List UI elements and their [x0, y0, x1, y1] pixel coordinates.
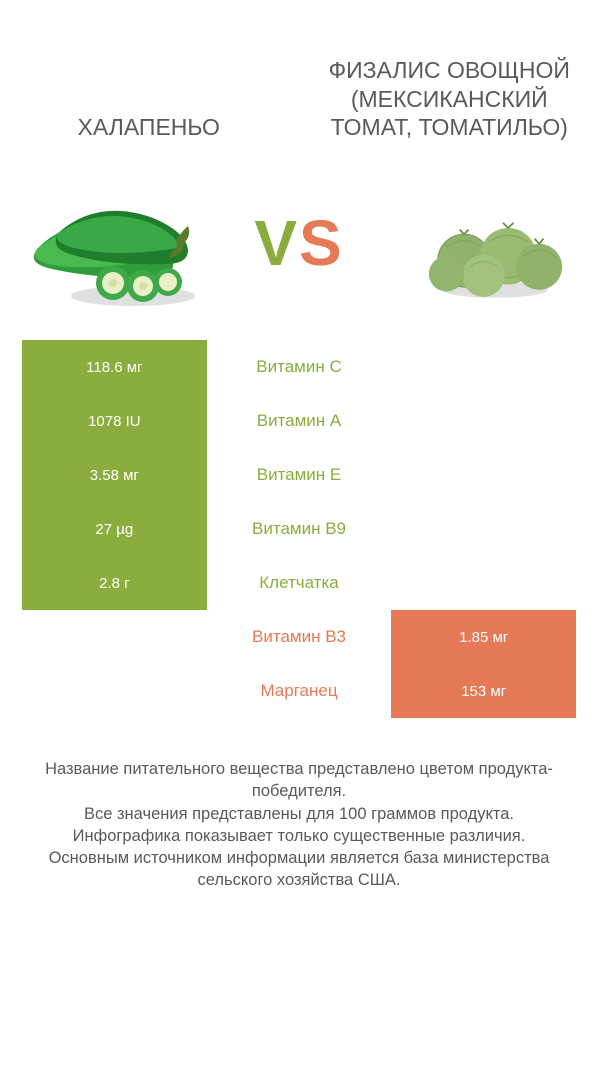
- footnote-line: Инфографика показывает только существенн…: [26, 825, 572, 847]
- value-left: 2.8 г: [22, 556, 207, 610]
- value-right: 1.85 мг: [391, 610, 576, 664]
- value-right: 0.38 мг: [391, 448, 576, 502]
- comparison-table: 118.6 мгВитамин C11.7 мг1078 IUВитамин A…: [0, 340, 598, 718]
- value-left: 3.58 мг: [22, 448, 207, 502]
- value-left: 27 µg: [22, 502, 207, 556]
- table-row: 118.6 мгВитамин C11.7 мг: [22, 340, 576, 394]
- value-left: 118.6 мг: [22, 340, 207, 394]
- infographic-root: ХАЛАПЕНЬО ФИЗАЛИС ОВОЩНОЙ (МЕКСИКАНСКИЙ …: [0, 0, 598, 1084]
- value-right: 114 IU: [391, 394, 576, 448]
- nutrient-label: Марганец: [207, 664, 392, 718]
- value-left: 1.28 мг: [22, 610, 207, 664]
- value-right: 7 µg: [391, 502, 576, 556]
- table-row: 0.097 мгМарганец153 мг: [22, 664, 576, 718]
- footnote-line: Все значения представлены для 100 граммо…: [26, 803, 572, 825]
- title-row: ХАЛАПЕНЬО ФИЗАЛИС ОВОЩНОЙ (МЕКСИКАНСКИЙ …: [0, 10, 598, 170]
- title-right: ФИЗАЛИС ОВОЩНОЙ (МЕКСИКАНСКИЙ ТОМАТ, ТОМ…: [311, 56, 588, 150]
- vs-s: S: [299, 206, 344, 280]
- nutrient-label: Витамин B9: [207, 502, 392, 556]
- value-right: 11.7 мг: [391, 340, 576, 394]
- nutrient-label: Витамин B3: [207, 610, 392, 664]
- footnote-line: Название питательного вещества представл…: [26, 758, 572, 803]
- nutrient-label: Витамин E: [207, 448, 392, 502]
- nutrient-label: Витамин C: [207, 340, 392, 394]
- footnote-line: Основным источником информации является …: [26, 847, 572, 892]
- table-row: 1.28 мгВитамин B31.85 мг: [22, 610, 576, 664]
- jalapeno-image: [28, 178, 198, 308]
- table-row: 27 µgВитамин B97 µg: [22, 502, 576, 556]
- vs-label: V S: [254, 206, 343, 280]
- nutrient-label: Клетчатка: [207, 556, 392, 610]
- table-row: 3.58 мгВитамин E0.38 мг: [22, 448, 576, 502]
- tomatillo-image: [400, 178, 570, 308]
- value-right: 153 мг: [391, 664, 576, 718]
- nutrient-label: Витамин A: [207, 394, 392, 448]
- value-left: 0.097 мг: [22, 664, 207, 718]
- footnotes: Название питательного вещества представл…: [0, 718, 598, 892]
- value-left: 1078 IU: [22, 394, 207, 448]
- table-row: 1078 IUВитамин A114 IU: [22, 394, 576, 448]
- table-row: 2.8 гКлетчатка1.9 г: [22, 556, 576, 610]
- vs-row: V S: [0, 170, 598, 340]
- vs-v: V: [254, 206, 299, 280]
- value-right: 1.9 г: [391, 556, 576, 610]
- title-left: ХАЛАПЕНЬО: [10, 113, 287, 150]
